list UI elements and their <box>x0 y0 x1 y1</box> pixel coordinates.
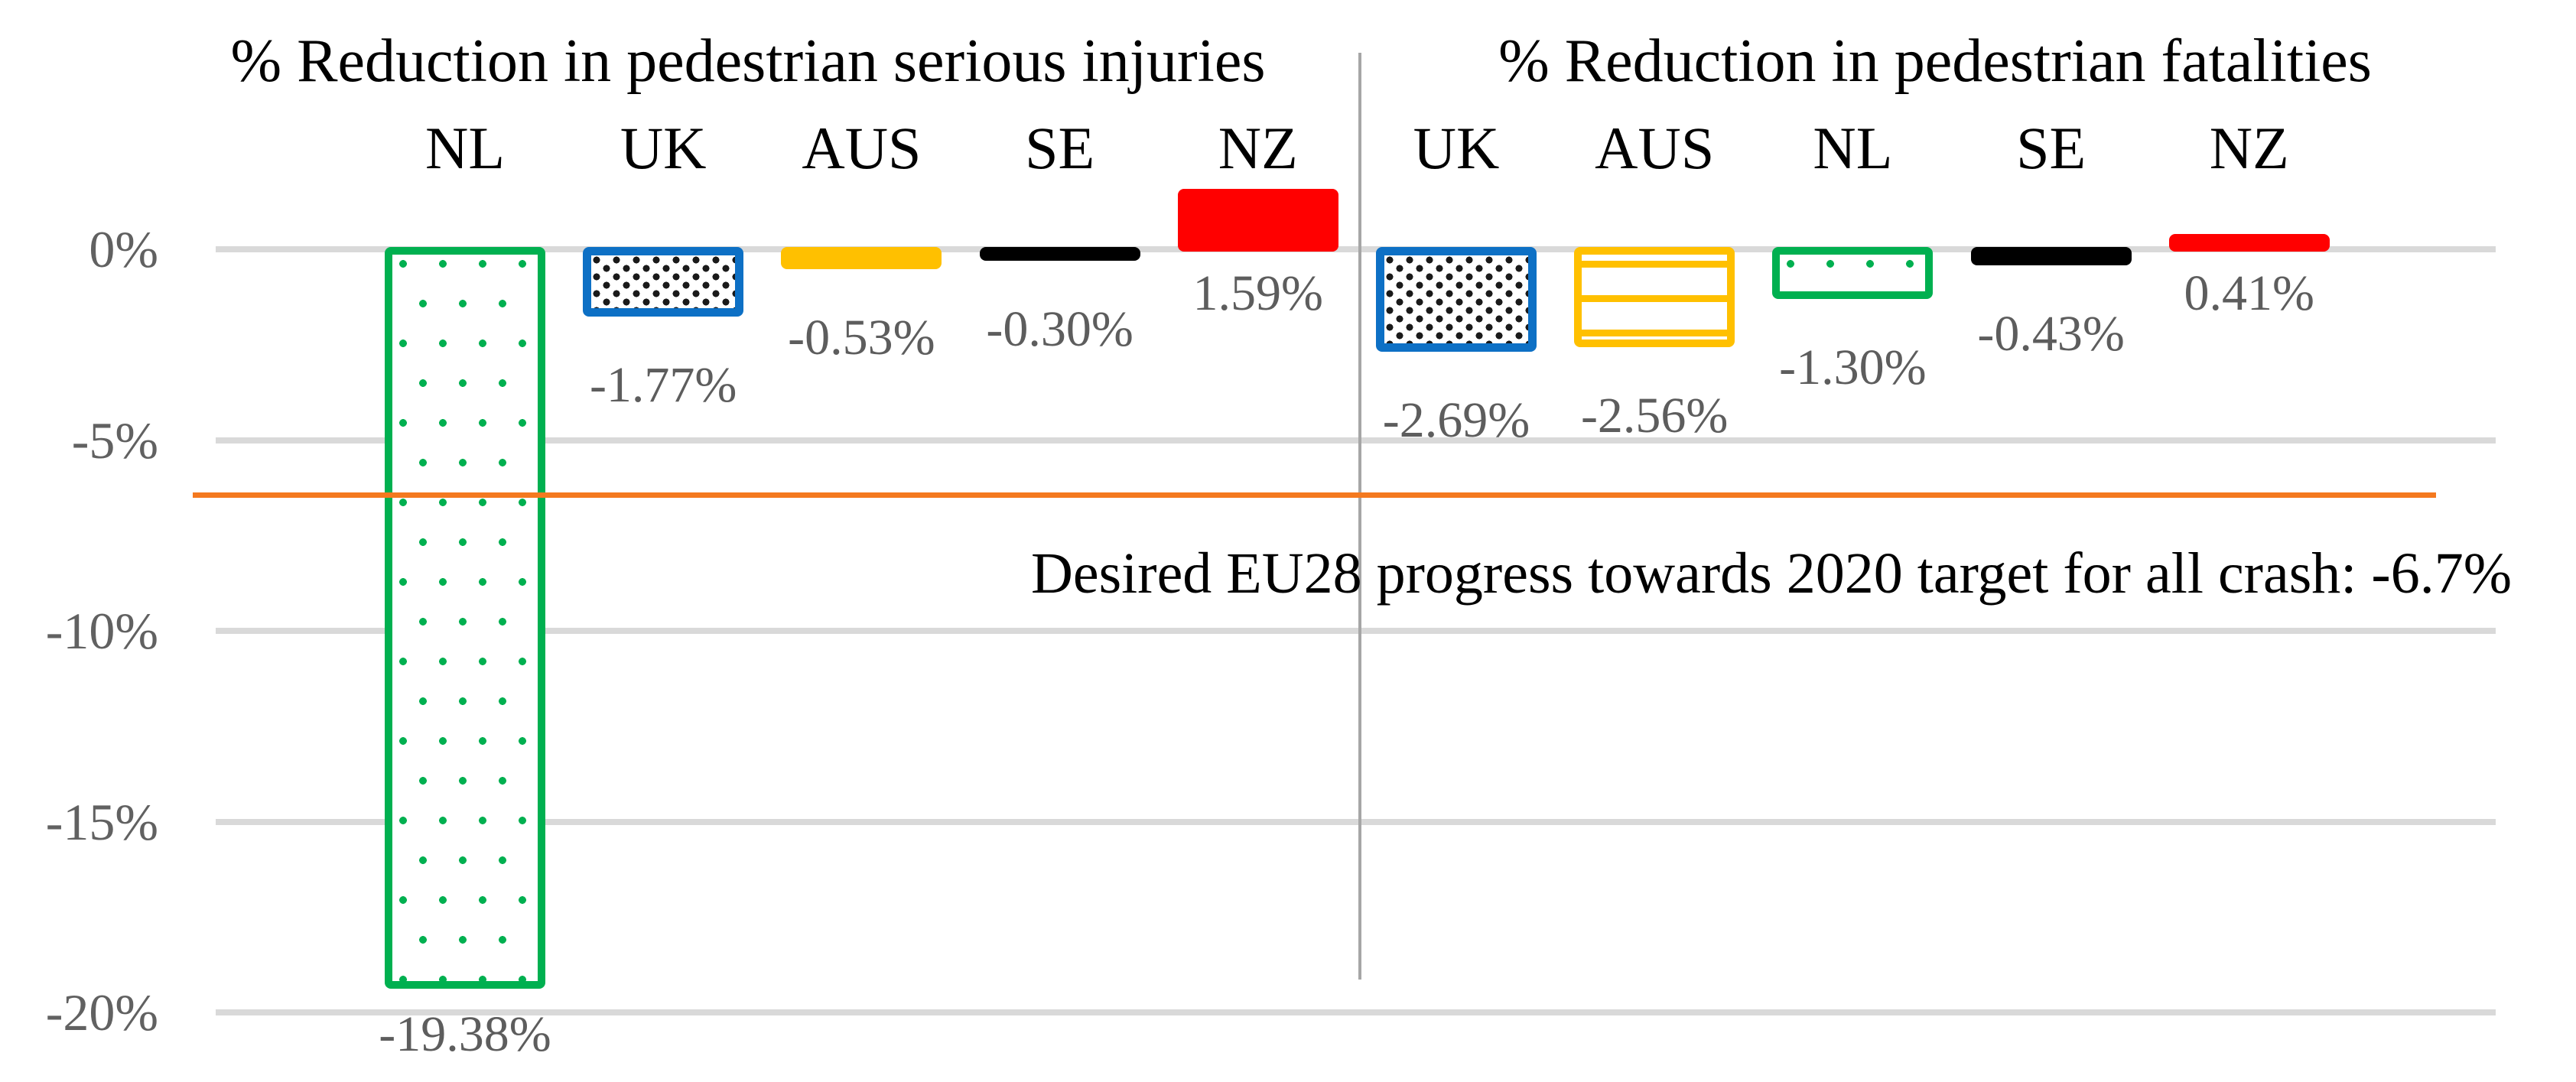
category-label-NL: NL <box>425 115 505 181</box>
y-tick-label: -10% <box>45 602 158 660</box>
y-tick-label: -15% <box>45 792 158 851</box>
gridline--15% <box>216 818 2496 825</box>
bar-AUS-panel1 <box>781 247 942 270</box>
bar-NL-panel2 <box>1772 247 1934 299</box>
reference-line-annotation: Desired EU28 progress towards 2020 targe… <box>1030 541 2513 606</box>
right-panel-title: % Reduction in pedestrian fatalities <box>1498 28 2372 95</box>
y-tick-label: -20% <box>45 983 158 1041</box>
category-label-UK: UK <box>620 115 707 181</box>
data-label-SE-panel2: -0.43% <box>1977 306 2125 362</box>
category-label-NL: NL <box>1813 115 1893 181</box>
y-tick-label: -5% <box>71 411 158 470</box>
bar-AUS-panel2 <box>1574 247 1735 347</box>
category-label-NZ: NZ <box>2209 115 2289 181</box>
bar-SE-panel1 <box>979 247 1140 261</box>
data-label-UK-panel2: -2.69% <box>1382 392 1530 449</box>
data-label-NZ-panel1: 1.59% <box>1192 265 1324 321</box>
left-panel-title: % Reduction in pedestrian serious injuri… <box>230 28 1266 95</box>
category-label-SE: SE <box>1025 115 1095 181</box>
category-label-UK: UK <box>1413 115 1500 181</box>
data-label-UK-panel1: -1.77% <box>589 357 737 414</box>
bar-SE-panel2 <box>1970 247 2132 266</box>
data-label-AUS-panel1: -0.53% <box>788 310 935 366</box>
category-label-SE: SE <box>2016 115 2086 181</box>
data-label-NZ-panel2: 0.41% <box>2184 265 2315 321</box>
gridline--10% <box>216 628 2496 634</box>
eu28-target-reference-line <box>193 492 2436 498</box>
y-tick-label: 0% <box>89 220 158 278</box>
data-label-NL-panel2: -1.30% <box>1779 339 1927 395</box>
bar-NZ-panel1 <box>1177 188 1338 252</box>
gridline-0% <box>216 246 2496 252</box>
bar-UK-panel1 <box>583 247 744 317</box>
panel-divider-line <box>1358 53 1361 980</box>
gridline--20% <box>216 1009 2496 1015</box>
category-label-AUS: AUS <box>1595 115 1715 181</box>
bar-NZ-panel2 <box>2168 233 2330 252</box>
category-label-NZ: NZ <box>1218 115 1298 181</box>
bar-UK-panel2 <box>1376 247 1537 353</box>
gridline--5% <box>216 437 2496 444</box>
data-label-AUS-panel2: -2.56% <box>1580 387 1729 444</box>
data-label-NL-panel1: -19.38% <box>379 1006 551 1063</box>
data-label-SE-panel1: -0.30% <box>986 301 1134 357</box>
bar-NL-panel1 <box>385 247 545 989</box>
category-label-AUS: AUS <box>802 115 922 181</box>
